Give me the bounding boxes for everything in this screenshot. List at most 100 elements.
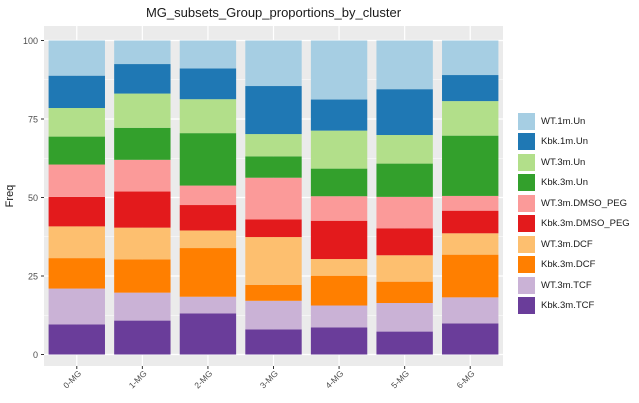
bar-segment bbox=[442, 195, 499, 211]
bar-segment bbox=[245, 40, 302, 87]
y-tick-label: 25 bbox=[28, 272, 38, 282]
legend-item: WT.3m.Un bbox=[518, 152, 639, 173]
x-tick-label: 2-MG bbox=[192, 368, 214, 390]
x-tick-label: 1-MG bbox=[127, 368, 149, 390]
legend-swatch bbox=[518, 276, 535, 294]
bar-segment bbox=[245, 237, 302, 285]
x-tick-label: 6-MG bbox=[455, 368, 477, 390]
bar-segment bbox=[310, 305, 368, 328]
legend-item: WT.3m.DMSO_PEG bbox=[518, 193, 639, 214]
bar-segment bbox=[310, 130, 368, 169]
bar-segment bbox=[376, 281, 433, 304]
bar-segment bbox=[114, 292, 171, 321]
legend-label: WT.3m.Un bbox=[541, 156, 586, 168]
bar-segment bbox=[179, 133, 237, 186]
legend-item: Kbk.3m.DCF bbox=[518, 255, 639, 276]
bar-segment bbox=[442, 101, 499, 136]
bar-segment bbox=[48, 108, 105, 137]
legend-item: Kbk.3m.Un bbox=[518, 173, 639, 194]
legend-item: Kbk.3m.DMSO_PEG bbox=[518, 214, 639, 235]
bar-segment bbox=[179, 230, 237, 249]
bar-segment bbox=[310, 275, 368, 306]
bar-segment bbox=[48, 136, 105, 165]
bar-segment bbox=[310, 259, 368, 276]
bar-segment bbox=[442, 254, 499, 298]
bar-segment bbox=[48, 288, 105, 325]
y-axis-label: Freq bbox=[4, 185, 16, 208]
bar-segment bbox=[114, 320, 171, 355]
bar-segment bbox=[376, 40, 433, 90]
bar-segment bbox=[114, 191, 171, 228]
bar-segment bbox=[48, 324, 105, 355]
bar-segment bbox=[442, 135, 499, 196]
legend-item: Kbk.3m.TCF bbox=[518, 296, 639, 317]
legend-item: Kbk.1m.Un bbox=[518, 132, 639, 153]
bar-segment bbox=[114, 227, 171, 260]
bar-segment bbox=[310, 99, 368, 131]
legend-label: WT.1m.Un bbox=[541, 115, 586, 127]
legend-swatch bbox=[518, 174, 535, 192]
chart-title: MG_subsets_Group_proportions_by_cluster bbox=[146, 5, 402, 20]
x-tick-label: 0-MG bbox=[61, 368, 83, 390]
legend-swatch bbox=[518, 215, 535, 233]
bar-segment bbox=[376, 89, 433, 136]
bar-segment bbox=[376, 135, 433, 164]
legend-label: Kbk.3m.DCF bbox=[541, 259, 596, 271]
bar-segment bbox=[179, 248, 237, 297]
bar-segment bbox=[376, 303, 433, 332]
bar-segment bbox=[376, 228, 433, 256]
bar-segment bbox=[376, 163, 433, 197]
bar-segment bbox=[245, 86, 302, 135]
bar-segment bbox=[48, 258, 105, 289]
bar-segment bbox=[245, 219, 302, 238]
bar-segment bbox=[179, 185, 237, 206]
bar-segment bbox=[179, 205, 237, 231]
bar-segment bbox=[376, 196, 433, 229]
bar-segment bbox=[310, 220, 368, 260]
bar-segment bbox=[179, 40, 237, 69]
bar-segment bbox=[245, 300, 302, 330]
legend-swatch bbox=[518, 297, 535, 315]
legend-item: WT.1m.Un bbox=[518, 111, 639, 132]
legend-label: Kbk.1m.Un bbox=[541, 136, 588, 148]
chart-legend: WT.1m.Un Kbk.1m.Un WT.3m.Un Kbk.3m.Un WT.3m.… bbox=[518, 111, 639, 316]
bar-segment bbox=[179, 68, 237, 100]
bar-segment bbox=[442, 210, 499, 234]
bar-segment bbox=[114, 127, 171, 160]
legend-item: WT.3m.TCF bbox=[518, 275, 639, 296]
bar-segment bbox=[245, 156, 302, 178]
bar-segment bbox=[245, 177, 302, 220]
legend-label: WT.3m.TCF bbox=[541, 279, 592, 291]
bar-segment bbox=[442, 75, 499, 102]
legend-swatch bbox=[518, 235, 535, 253]
legend-label: Kbk.3m.DMSO_PEG bbox=[541, 218, 630, 230]
y-tick-label: 75 bbox=[28, 115, 38, 125]
bar-segment bbox=[245, 284, 302, 301]
bar-segment bbox=[310, 327, 368, 355]
x-tick-label: 3-MG bbox=[258, 368, 280, 390]
bar-segment bbox=[179, 296, 237, 314]
bar-segment bbox=[114, 93, 171, 128]
bar-segment bbox=[48, 196, 105, 227]
bar-segment bbox=[48, 226, 105, 259]
legend-swatch bbox=[518, 112, 535, 130]
bar-segment bbox=[310, 168, 368, 197]
legend-swatch bbox=[518, 194, 535, 212]
bar-segment bbox=[442, 323, 499, 355]
bar-segment bbox=[48, 75, 105, 109]
bar-segment bbox=[114, 40, 171, 65]
bar-segment bbox=[442, 233, 499, 255]
bar-segment bbox=[114, 259, 171, 293]
y-tick-label: 0 bbox=[33, 350, 38, 360]
legend-label: Kbk.3m.Un bbox=[541, 177, 588, 189]
bar-segment bbox=[376, 331, 433, 355]
bar-segment bbox=[376, 255, 433, 282]
legend-swatch bbox=[518, 256, 535, 274]
legend-label: Kbk.3m.TCF bbox=[541, 300, 595, 312]
bar-segment bbox=[114, 159, 171, 192]
legend-swatch bbox=[518, 153, 535, 171]
bar-segment bbox=[245, 329, 302, 355]
bar-segment bbox=[179, 313, 237, 355]
y-tick-label: 50 bbox=[28, 193, 38, 203]
